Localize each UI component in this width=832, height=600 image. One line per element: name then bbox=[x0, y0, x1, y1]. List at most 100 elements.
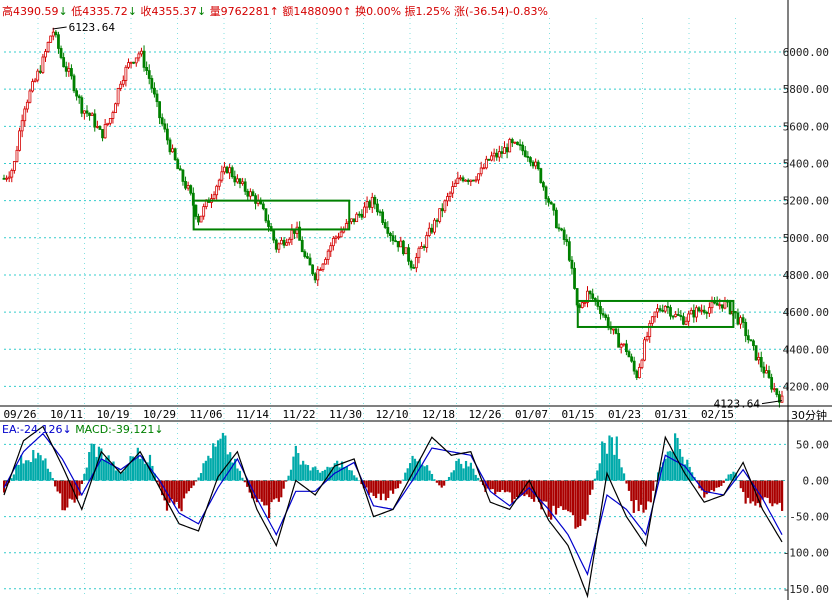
candle-body bbox=[181, 169, 185, 182]
candle-body bbox=[640, 359, 644, 368]
macd-bar bbox=[416, 461, 419, 481]
candle-body bbox=[534, 161, 538, 167]
macd-bar bbox=[392, 480, 395, 494]
candle-body bbox=[637, 367, 641, 379]
macd-bar bbox=[107, 455, 110, 481]
price-tick-label: 5800.00 bbox=[783, 83, 829, 96]
candle-body bbox=[627, 351, 631, 358]
macd-bar bbox=[175, 480, 178, 502]
candle-body bbox=[526, 156, 530, 158]
candle-body bbox=[420, 246, 423, 249]
candle-body bbox=[28, 90, 32, 103]
range-boxes bbox=[192, 199, 735, 328]
macd-bar bbox=[379, 480, 383, 501]
macd-bar bbox=[661, 462, 665, 481]
candle-body bbox=[495, 152, 499, 158]
candle-body bbox=[471, 179, 475, 182]
macd-bar bbox=[105, 457, 108, 481]
macd-bar bbox=[603, 442, 606, 481]
candle-body bbox=[41, 56, 45, 73]
macd-bar bbox=[304, 464, 307, 481]
candle-body bbox=[692, 309, 696, 318]
macd-bar bbox=[92, 443, 96, 481]
candle-body bbox=[614, 328, 618, 334]
down-arrow-icon: ↓ bbox=[127, 5, 137, 18]
macd-bar bbox=[635, 480, 638, 501]
macd-bar bbox=[720, 480, 723, 486]
macd-bar bbox=[396, 480, 400, 489]
candle-body bbox=[676, 313, 680, 316]
candle-body bbox=[220, 171, 224, 181]
macd-bar bbox=[316, 469, 319, 481]
macd-bar bbox=[486, 480, 490, 489]
candle-body bbox=[544, 186, 548, 200]
macd-bar bbox=[484, 480, 487, 492]
candle-body bbox=[557, 227, 561, 230]
candle-body bbox=[352, 218, 356, 223]
macd-bar bbox=[51, 478, 54, 481]
candle-body bbox=[710, 301, 714, 309]
candle-body bbox=[529, 157, 532, 163]
candle-body bbox=[500, 151, 504, 154]
candle-body bbox=[407, 247, 410, 262]
candle-body bbox=[412, 267, 416, 269]
macd-bar bbox=[66, 480, 69, 508]
candle-body bbox=[643, 339, 646, 361]
macd-bar bbox=[554, 480, 558, 515]
candle-body bbox=[77, 95, 81, 99]
price-tick-label: 6000.00 bbox=[783, 46, 829, 59]
macd-bar bbox=[520, 480, 524, 495]
macd-bar bbox=[399, 480, 402, 484]
macd-bar bbox=[88, 452, 91, 481]
macd-bar bbox=[598, 463, 601, 481]
candle-body bbox=[67, 68, 71, 72]
macd-bar bbox=[268, 480, 271, 519]
macd-bar bbox=[513, 480, 516, 500]
candle-body bbox=[438, 208, 442, 222]
candle-body bbox=[370, 196, 374, 208]
macd-tick-label: -100.00 bbox=[783, 547, 829, 560]
candle-body bbox=[106, 122, 110, 125]
candle-body bbox=[202, 206, 206, 217]
macd-bar bbox=[39, 455, 42, 481]
period-label[interactable]: 30分钟 bbox=[791, 409, 827, 422]
candle-body bbox=[456, 177, 460, 184]
macd-bar bbox=[776, 480, 779, 505]
candle-body bbox=[20, 120, 24, 132]
macd-bar bbox=[542, 480, 545, 502]
macd-bar bbox=[722, 480, 725, 483]
macd-bar bbox=[535, 480, 538, 498]
macd-bar bbox=[377, 480, 380, 494]
macd-bar bbox=[255, 480, 259, 503]
down-arrow-icon: ↓ bbox=[196, 5, 207, 18]
high-label: 高 bbox=[2, 5, 13, 18]
candle-body bbox=[461, 177, 465, 182]
candle-body bbox=[505, 147, 509, 153]
candle-body bbox=[316, 269, 320, 281]
candle-body bbox=[153, 87, 156, 95]
candle-body bbox=[707, 307, 711, 314]
candle-body bbox=[376, 203, 379, 213]
macd-bar bbox=[642, 480, 645, 513]
macd-bar bbox=[129, 456, 132, 481]
candle-body bbox=[433, 219, 436, 233]
candle-body bbox=[163, 123, 167, 130]
macd-bar bbox=[258, 480, 261, 499]
candle-body bbox=[479, 167, 483, 175]
candle-body bbox=[580, 302, 584, 308]
macd-bar bbox=[187, 480, 190, 492]
macd-bar bbox=[357, 480, 361, 482]
macd-bar bbox=[559, 480, 562, 507]
candle-body bbox=[363, 206, 366, 218]
macd-bar bbox=[729, 473, 733, 481]
candle-body bbox=[313, 273, 317, 281]
candle-body bbox=[285, 242, 289, 246]
macd-bar bbox=[56, 480, 59, 492]
macd-bar bbox=[10, 478, 13, 481]
candle-body bbox=[334, 236, 338, 239]
macd-bar bbox=[319, 472, 322, 481]
macd-bar bbox=[58, 480, 62, 494]
macd-bar bbox=[528, 480, 531, 498]
macd-bar bbox=[703, 480, 706, 498]
